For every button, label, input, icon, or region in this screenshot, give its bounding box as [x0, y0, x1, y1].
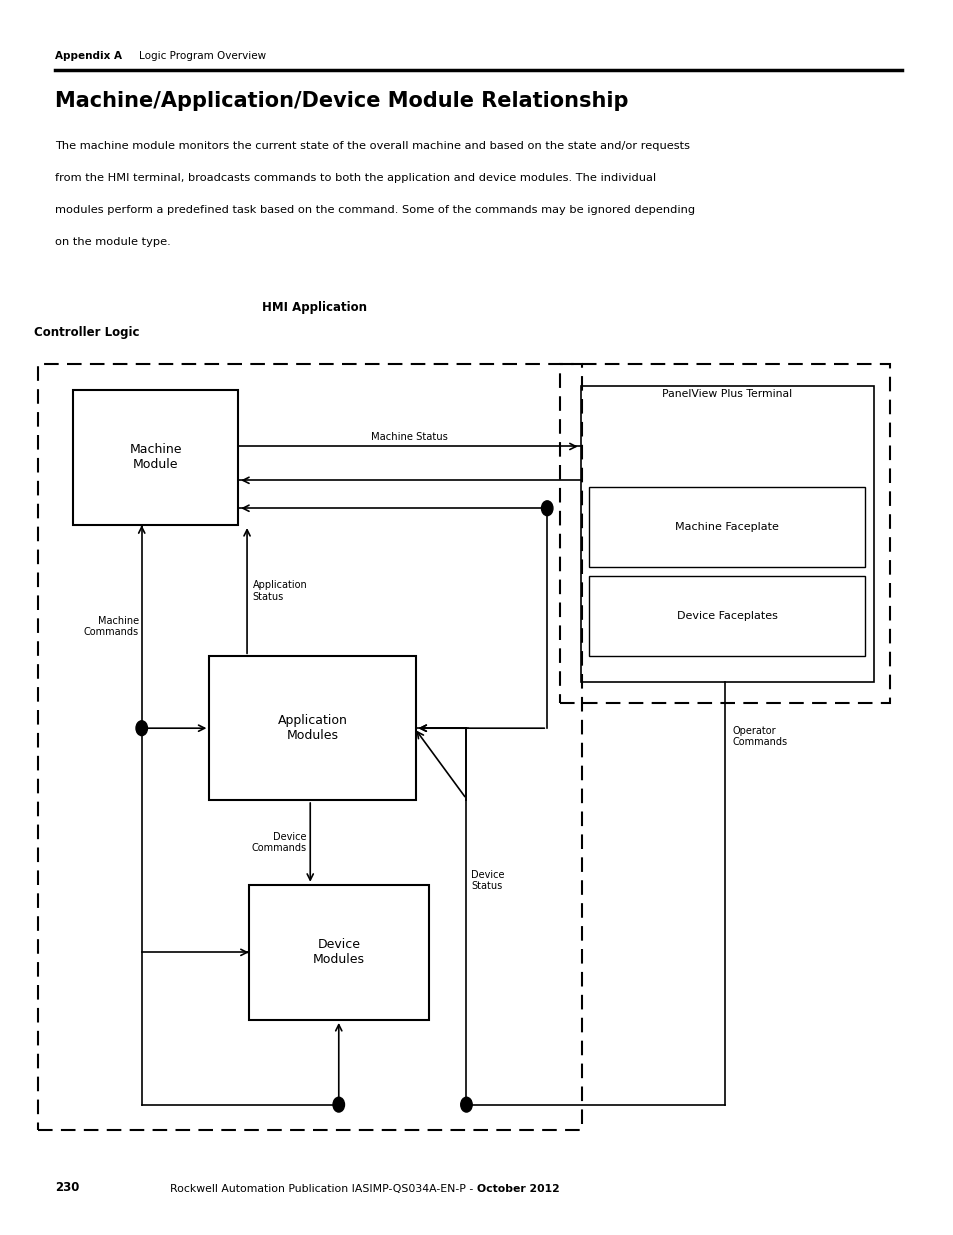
Text: PanelView Plus Terminal: PanelView Plus Terminal	[661, 389, 791, 399]
Bar	[589, 487, 864, 567]
Text: Device Faceplates: Device Faceplates	[676, 611, 777, 621]
Text: Logic Program Overview: Logic Program Overview	[139, 51, 266, 61]
Text: Rockwell Automation Publication IASIMP-QS034A-EN-P -: Rockwell Automation Publication IASIMP-Q…	[170, 1184, 476, 1194]
Text: Machine Status: Machine Status	[371, 431, 447, 442]
Text: Machine
Commands: Machine Commands	[84, 616, 139, 637]
Text: Device
Modules: Device Modules	[313, 939, 364, 966]
Text: Device
Status: Device Status	[471, 869, 504, 892]
Text: October 2012: October 2012	[476, 1184, 559, 1194]
Circle shape	[333, 1097, 344, 1112]
Bar	[209, 656, 416, 800]
Text: Operator
Commands: Operator Commands	[731, 726, 786, 747]
Bar	[38, 364, 581, 1130]
Text: HMI Application: HMI Application	[262, 300, 367, 314]
Text: 230: 230	[55, 1181, 80, 1194]
Text: on the module type.: on the module type.	[55, 237, 171, 247]
Text: Machine Faceplate: Machine Faceplate	[675, 522, 779, 532]
Text: Device
Commands: Device Commands	[251, 831, 306, 853]
Text: The machine module monitors the current state of the overall machine and based o: The machine module monitors the current …	[55, 141, 690, 151]
Bar	[580, 385, 873, 682]
Circle shape	[136, 721, 148, 736]
Text: Machine/Application/Device Module Relationship: Machine/Application/Device Module Relati…	[55, 91, 628, 111]
Text: Application
Status: Application Status	[253, 580, 307, 601]
Circle shape	[460, 1097, 472, 1112]
Bar	[559, 364, 888, 703]
Text: from the HMI terminal, broadcasts commands to both the application and device mo: from the HMI terminal, broadcasts comman…	[55, 173, 656, 183]
Bar	[73, 390, 238, 525]
Bar	[249, 884, 428, 1020]
Text: modules perform a predefined task based on the command. Some of the commands may: modules perform a predefined task based …	[55, 205, 695, 215]
Text: Application
Modules: Application Modules	[277, 714, 347, 742]
Text: Controller Logic: Controller Logic	[33, 326, 139, 340]
Text: Appendix A: Appendix A	[55, 51, 122, 61]
Bar	[589, 576, 864, 656]
Text: Machine
Module: Machine Module	[130, 443, 182, 472]
Circle shape	[541, 501, 553, 516]
